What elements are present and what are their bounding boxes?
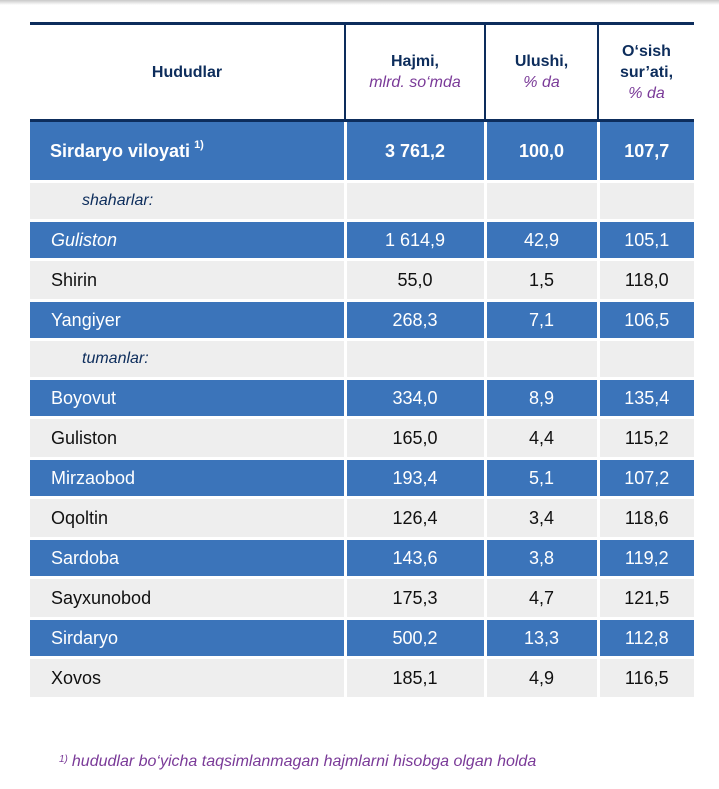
region-name-cell: Guliston xyxy=(30,220,345,260)
region-name-cell: Mirzaobod xyxy=(30,458,345,498)
table-row: Boyovut 334,0 8,9 135,4 xyxy=(30,378,694,418)
growth-cell: 106,5 xyxy=(596,300,694,340)
share-cell: 8,9 xyxy=(483,378,598,418)
table-row: Xovos 185,1 4,9 116,5 xyxy=(30,657,694,699)
share-cell: 5,1 xyxy=(483,458,598,498)
header-share: Ulushi, % da xyxy=(484,22,598,122)
share-cell: 4,4 xyxy=(483,417,598,459)
total-region-cell: Sirdaryo viloyati 1) xyxy=(30,120,345,182)
volume-cell: 193,4 xyxy=(343,458,485,498)
table-row: Oqoltin 126,4 3,4 118,6 xyxy=(30,497,694,539)
empty-cell xyxy=(596,339,694,379)
volume-cell: 1 614,9 xyxy=(343,220,485,260)
table-row: Sardoba 143,6 3,8 119,2 xyxy=(30,538,694,578)
share-cell: 42,9 xyxy=(483,220,598,260)
volume-cell: 268,3 xyxy=(343,300,485,340)
table-row: Sayxunobod 175,3 4,7 121,5 xyxy=(30,577,694,619)
header-share-label: Ulushi, xyxy=(514,53,569,70)
region-name-cell: Guliston xyxy=(30,417,345,459)
header-region: Hududlar xyxy=(30,22,345,122)
region-name-cell: Sayxunobod xyxy=(30,577,345,619)
header-growth-unit: % da xyxy=(628,84,665,102)
table-row: Yangiyer 268,3 7,1 106,5 xyxy=(30,300,694,340)
share-cell: 4,9 xyxy=(483,657,598,699)
share-cell: 3,8 xyxy=(483,538,598,578)
total-footnote-mark: 1) xyxy=(194,138,204,151)
table-row: Mirzaobod 193,4 5,1 107,2 xyxy=(30,458,694,498)
total-share: 100,0 xyxy=(483,120,598,182)
growth-cell: 115,2 xyxy=(596,417,694,459)
total-region-name: Sirdaryo viloyati xyxy=(50,140,191,161)
volume-cell: 143,6 xyxy=(343,538,485,578)
total-volume: 3 761,2 xyxy=(343,120,485,182)
empty-cell xyxy=(343,181,485,221)
table-row: Guliston 165,0 4,4 115,2 xyxy=(30,417,694,459)
volume-cell: 185,1 xyxy=(343,657,485,699)
footnote: 1) hududlar bo‘yicha taqsimlanmagan hajml… xyxy=(59,753,536,771)
empty-cell xyxy=(483,339,598,379)
growth-cell: 118,6 xyxy=(596,497,694,539)
share-cell: 13,3 xyxy=(483,618,598,658)
volume-cell: 500,2 xyxy=(343,618,485,658)
growth-cell: 107,2 xyxy=(596,458,694,498)
empty-cell xyxy=(483,181,598,221)
region-name-cell: Xovos xyxy=(30,657,345,699)
header-growth-line1: O‘sish xyxy=(622,42,671,60)
growth-cell: 121,5 xyxy=(596,577,694,619)
share-cell: 1,5 xyxy=(483,259,598,301)
volume-cell: 175,3 xyxy=(343,577,485,619)
header-volume-label: Hajmi, xyxy=(390,53,439,70)
volume-cell: 165,0 xyxy=(343,417,485,459)
table-row: Guliston 1 614,9 42,9 105,1 xyxy=(30,220,694,260)
growth-cell: 112,8 xyxy=(596,618,694,658)
group-label: tumanlar: xyxy=(30,339,345,379)
empty-cell xyxy=(343,339,485,379)
header-share-unit: % da xyxy=(523,74,560,91)
header-growth: O‘sish sur’ati, % da xyxy=(597,22,694,122)
top-shadow xyxy=(0,0,719,5)
region-name-cell: Sirdaryo xyxy=(30,618,345,658)
region-name-cell: Yangiyer xyxy=(30,300,345,340)
region-name-cell: Boyovut xyxy=(30,378,345,418)
table-row: Shirin 55,0 1,5 118,0 xyxy=(30,259,694,301)
empty-cell xyxy=(596,181,694,221)
growth-cell: 119,2 xyxy=(596,538,694,578)
header-volume-unit: mlrd. so‘mda xyxy=(369,74,461,91)
share-cell: 4,7 xyxy=(483,577,598,619)
volume-cell: 126,4 xyxy=(343,497,485,539)
footnote-mark: 1) xyxy=(59,754,68,765)
group-header-row: shaharlar: xyxy=(30,181,694,221)
regional-data-table: Hududlar Hajmi, mlrd. so‘mda Ulushi, % d… xyxy=(30,22,694,700)
table-row: Sirdaryo 500,2 13,3 112,8 xyxy=(30,618,694,658)
table-header-row: Hududlar Hajmi, mlrd. so‘mda Ulushi, % d… xyxy=(30,22,694,122)
share-cell: 7,1 xyxy=(483,300,598,340)
volume-cell: 334,0 xyxy=(343,378,485,418)
header-growth-line2: sur’ati, xyxy=(619,63,674,81)
total-growth: 107,7 xyxy=(596,120,694,182)
share-cell: 3,4 xyxy=(483,497,598,539)
growth-cell: 105,1 xyxy=(596,220,694,260)
footnote-text: hududlar bo‘yicha taqsimlanmagan hajmlar… xyxy=(71,753,537,770)
growth-cell: 118,0 xyxy=(596,259,694,301)
group-label: shaharlar: xyxy=(30,181,345,221)
total-row: Sirdaryo viloyati 1) 3 761,2 100,0 107,7 xyxy=(30,120,694,182)
growth-cell: 135,4 xyxy=(596,378,694,418)
group-header-row: tumanlar: xyxy=(30,339,694,379)
region-name-cell: Sardoba xyxy=(30,538,345,578)
region-name-cell: Oqoltin xyxy=(30,497,345,539)
region-name-cell: Shirin xyxy=(30,259,345,301)
growth-cell: 116,5 xyxy=(596,657,694,699)
volume-cell: 55,0 xyxy=(343,259,485,301)
header-volume: Hajmi, mlrd. so‘mda xyxy=(344,22,485,122)
